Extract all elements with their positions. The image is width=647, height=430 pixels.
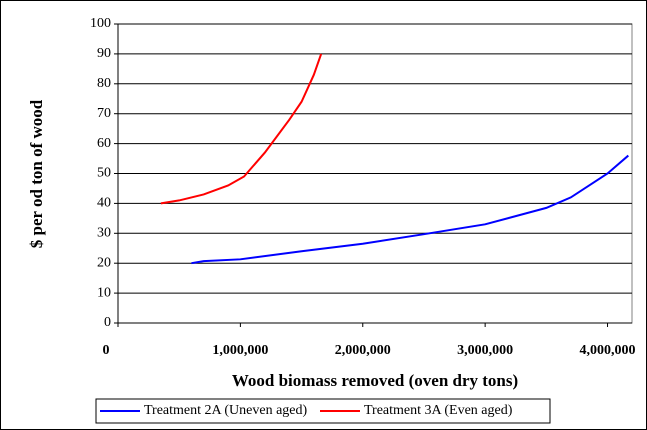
x-tick-label: 3,000,000 [457, 343, 513, 358]
legend [95, 398, 551, 424]
y-tick-label: 90 [97, 46, 111, 61]
y-tick-label: 0 [104, 315, 111, 330]
y-tick-label: 50 [97, 166, 111, 181]
y-tick-label: 30 [97, 226, 111, 241]
x-tick-label: 2,000,000 [335, 343, 391, 358]
x-tick-label: 4,000,000 [580, 343, 636, 358]
y-tick-label: 10 [97, 285, 111, 300]
y-tick-label: 80 [97, 76, 111, 91]
x-tick-label: 0 [103, 343, 110, 358]
y-tick-label: 60 [97, 136, 111, 151]
series-line [191, 154, 629, 265]
y-tick-label: 40 [97, 196, 111, 211]
x-tick-label: 1,000,000 [212, 343, 268, 358]
y-axis-label: $ per od ton of wood [27, 99, 46, 248]
legend-label: Treatment 3A (Even aged) [364, 403, 513, 418]
x-axis-label: Wood biomass removed (oven dry tons) [232, 371, 518, 390]
y-tick-label: 100 [90, 16, 111, 31]
legend-label: Treatment 2A (Uneven aged) [144, 403, 307, 418]
series-line [160, 53, 323, 205]
y-tick-label: 20 [97, 255, 111, 270]
y-tick-label: 70 [97, 106, 111, 121]
